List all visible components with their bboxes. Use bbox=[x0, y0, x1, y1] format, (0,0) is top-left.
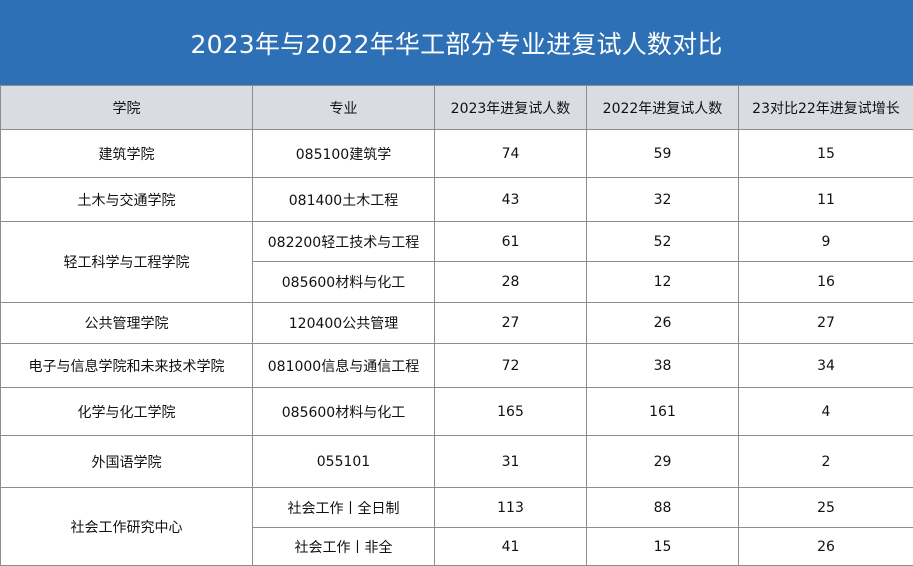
major-cell: 081400土木工程 bbox=[253, 178, 435, 222]
table-row: 土木与交通学院 081400土木工程 43 32 11 bbox=[1, 178, 913, 222]
major-cell: 081000信息与通信工程 bbox=[253, 344, 435, 388]
growth-cell: 27 bbox=[739, 303, 913, 344]
count-2022-cell: 161 bbox=[587, 388, 739, 436]
count-2022-cell: 15 bbox=[587, 528, 739, 566]
header-growth: 23对比22年进复试增长 bbox=[739, 86, 913, 130]
growth-cell: 11 bbox=[739, 178, 913, 222]
table-row: 轻工科学与工程学院 082200轻工技术与工程 61 52 9 bbox=[1, 222, 913, 262]
growth-cell: 4 bbox=[739, 388, 913, 436]
growth-cell: 9 bbox=[739, 222, 913, 262]
count-2022-cell: 59 bbox=[587, 130, 739, 178]
growth-cell: 16 bbox=[739, 262, 913, 303]
count-2022-cell: 52 bbox=[587, 222, 739, 262]
count-2022-cell: 29 bbox=[587, 436, 739, 488]
count-2023-cell: 28 bbox=[435, 262, 587, 303]
college-cell: 建筑学院 bbox=[1, 130, 253, 178]
count-2023-cell: 41 bbox=[435, 528, 587, 566]
count-2022-cell: 38 bbox=[587, 344, 739, 388]
count-2022-cell: 32 bbox=[587, 178, 739, 222]
header-2022: 2022年进复试人数 bbox=[587, 86, 739, 130]
major-cell: 085600材料与化工 bbox=[253, 262, 435, 303]
header-college: 学院 bbox=[1, 86, 253, 130]
count-2023-cell: 74 bbox=[435, 130, 587, 178]
count-2022-cell: 88 bbox=[587, 488, 739, 528]
growth-cell: 26 bbox=[739, 528, 913, 566]
count-2023-cell: 113 bbox=[435, 488, 587, 528]
college-cell: 电子与信息学院和未来技术学院 bbox=[1, 344, 253, 388]
count-2023-cell: 43 bbox=[435, 178, 587, 222]
college-cell: 化学与化工学院 bbox=[1, 388, 253, 436]
count-2022-cell: 26 bbox=[587, 303, 739, 344]
count-2023-cell: 165 bbox=[435, 388, 587, 436]
major-cell: 082200轻工技术与工程 bbox=[253, 222, 435, 262]
table-row: 社会工作研究中心 社会工作丨全日制 113 88 25 bbox=[1, 488, 913, 528]
table-row: 电子与信息学院和未来技术学院 081000信息与通信工程 72 38 34 bbox=[1, 344, 913, 388]
college-cell: 社会工作研究中心 bbox=[1, 488, 253, 566]
major-cell: 085100建筑学 bbox=[253, 130, 435, 178]
table-row: 建筑学院 085100建筑学 74 59 15 bbox=[1, 130, 913, 178]
count-2023-cell: 72 bbox=[435, 344, 587, 388]
table-row: 外国语学院 055101 31 29 2 bbox=[1, 436, 913, 488]
college-cell: 外国语学院 bbox=[1, 436, 253, 488]
growth-cell: 25 bbox=[739, 488, 913, 528]
growth-cell: 34 bbox=[739, 344, 913, 388]
count-2023-cell: 27 bbox=[435, 303, 587, 344]
college-cell: 轻工科学与工程学院 bbox=[1, 222, 253, 303]
count-2023-cell: 31 bbox=[435, 436, 587, 488]
header-2023: 2023年进复试人数 bbox=[435, 86, 587, 130]
major-cell: 085600材料与化工 bbox=[253, 388, 435, 436]
major-cell: 120400公共管理 bbox=[253, 303, 435, 344]
header-major: 专业 bbox=[253, 86, 435, 130]
major-cell: 社会工作丨全日制 bbox=[253, 488, 435, 528]
major-cell: 055101 bbox=[253, 436, 435, 488]
college-cell: 土木与交通学院 bbox=[1, 178, 253, 222]
count-2022-cell: 12 bbox=[587, 262, 739, 303]
growth-cell: 2 bbox=[739, 436, 913, 488]
count-2023-cell: 61 bbox=[435, 222, 587, 262]
college-cell: 公共管理学院 bbox=[1, 303, 253, 344]
header-row: 学院 专业 2023年进复试人数 2022年进复试人数 23对比22年进复试增长 bbox=[1, 86, 913, 130]
table-row: 化学与化工学院 085600材料与化工 165 161 4 bbox=[1, 388, 913, 436]
growth-cell: 15 bbox=[739, 130, 913, 178]
comparison-table: 学院 专业 2023年进复试人数 2022年进复试人数 23对比22年进复试增长… bbox=[0, 85, 913, 566]
table-row: 公共管理学院 120400公共管理 27 26 27 bbox=[1, 303, 913, 344]
major-cell: 社会工作丨非全 bbox=[253, 528, 435, 566]
table-title: 2023年与2022年华工部分专业进复试人数对比 bbox=[0, 0, 913, 85]
